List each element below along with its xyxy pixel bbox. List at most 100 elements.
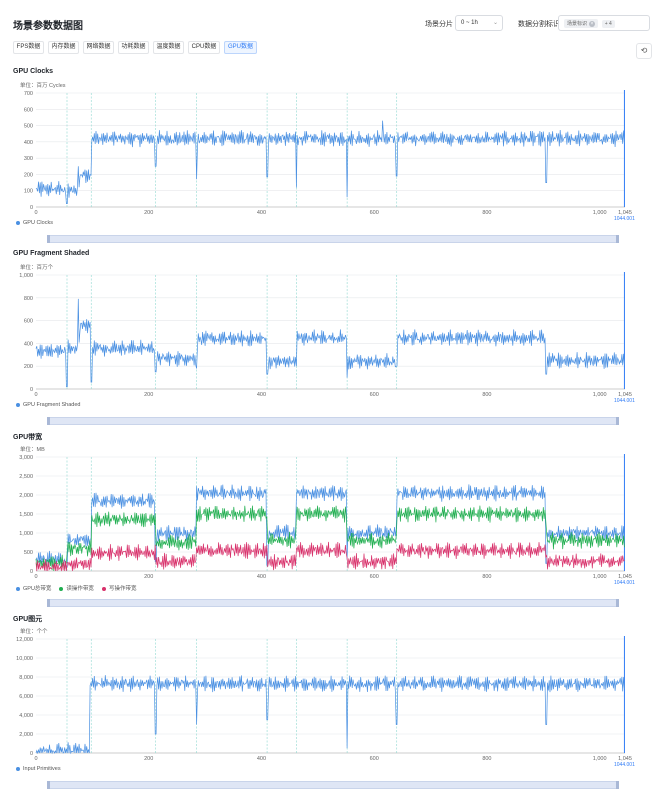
close-icon[interactable]: × (589, 21, 596, 27)
page-title: 场景参数数据图 (13, 21, 83, 32)
end-marker-label: 1044.001 (614, 762, 635, 768)
series-line-1 (35, 298, 625, 388)
y-tick-label: 200 (24, 172, 33, 178)
y-tick-label: 8,000 (19, 675, 33, 681)
zoom-handle-left[interactable] (47, 781, 50, 789)
zoom-handle-right[interactable] (616, 599, 619, 607)
tab-network[interactable]: 网络数据 (83, 41, 114, 54)
legend-item[interactable]: GPU总带宽 (16, 584, 51, 592)
end-marker-label: 1044.001 (614, 398, 635, 404)
legend-item[interactable]: 读操作带宽 (59, 584, 94, 592)
legend-item[interactable]: GPU Fragment Shaded (16, 402, 80, 408)
x-tick-label: 1,000 (593, 392, 607, 398)
x-tick-label: 1,045 (618, 756, 632, 762)
chart-svg[interactable]: 0 500 1,000 1,500 2,000 2,500 3,000 0 200 400 600 8… (0, 428, 660, 593)
x-tick-label: 0 (34, 756, 37, 762)
legend-item[interactable]: GPU Clocks (16, 220, 53, 226)
y-tick-label: 0 (30, 751, 33, 757)
series-line-2 (35, 505, 625, 572)
x-tick-label: 200 (144, 210, 153, 216)
y-tick-label: 800 (24, 296, 33, 302)
y-tick-label: 400 (24, 140, 33, 146)
zoom-handle-left[interactable] (47, 417, 50, 425)
chart-title: GPU图元 (13, 616, 43, 623)
x-tick-label: 200 (144, 756, 153, 762)
scene-select-value: 0 ~ 1h (461, 20, 478, 26)
series-line-1 (35, 120, 625, 205)
chart-unit: 单位：个个 (20, 629, 48, 635)
chart-svg[interactable]: 0 200 400 600 800 1,000 0 200 400 600 800 1,000 1,04… (0, 246, 660, 411)
y-tick-label: 700 (24, 91, 33, 97)
legend-item[interactable]: 写操作带宽 (101, 584, 137, 592)
legend-item[interactable]: Input Primitives (16, 766, 61, 772)
y-tick-label: 600 (24, 319, 33, 325)
y-tick-label: 500 (24, 550, 33, 556)
chart-svg[interactable]: 0 2,000 4,000 6,000 8,000 10,000 12,000 0 200 400… (0, 610, 660, 775)
tab-cpu[interactable]: CPU数据 (188, 41, 220, 54)
legend-dot-icon (16, 402, 20, 407)
x-tick-label: 400 (257, 392, 266, 398)
x-tick-label: 200 (144, 392, 153, 398)
chart-legend: GPU Fragment Shaded (16, 402, 88, 408)
end-marker-label: 1044.001 (614, 216, 635, 222)
legend-dot-icon (101, 586, 106, 591)
x-tick-label: 200 (144, 574, 153, 580)
y-tick-label: 2,000 (19, 493, 33, 499)
zoom-handle-right[interactable] (616, 417, 619, 425)
chevron-down-icon: ⌄ (492, 20, 498, 26)
series-line-3 (35, 541, 625, 572)
x-tick-label: 800 (482, 756, 491, 762)
zoom-slider[interactable] (47, 235, 619, 243)
scene-select[interactable]: 0 ~ 1h ⌄ (455, 15, 503, 31)
zoom-handle-left[interactable] (47, 599, 50, 607)
tab-gpu[interactable]: GPU数据 (224, 41, 257, 54)
y-tick-label: 0 (30, 205, 33, 211)
y-tick-label: 1,000 (19, 531, 33, 537)
legend-dot-icon (59, 586, 64, 591)
legend-label: GPU Fragment Shaded (23, 402, 81, 408)
tab-fps[interactable]: FPS数据 (13, 41, 44, 54)
scene-filter-label: 场景分片 (425, 21, 453, 28)
zoom-handle-right[interactable] (616, 235, 619, 243)
split-select[interactable]: 场景标识 × + 4 (558, 15, 650, 31)
y-tick-label: 500 (24, 124, 33, 130)
y-tick-label: 2,500 (19, 474, 33, 480)
zoom-slider[interactable] (47, 781, 619, 789)
x-tick-label: 400 (257, 210, 266, 216)
x-tick-label: 400 (257, 756, 266, 762)
legend-label: 读操作带宽 (66, 586, 94, 592)
tab-temperature[interactable]: 温度数据 (153, 41, 184, 54)
x-tick-label: 800 (482, 210, 491, 216)
series-line-1 (35, 675, 625, 755)
y-tick-label: 2,000 (19, 732, 33, 738)
y-tick-label: 100 (24, 189, 33, 195)
chart-svg[interactable]: 0 100 200 300 400 500 600 700 0 200 400 600 800 1,000… (0, 64, 660, 229)
header: 场景参数数据图 场景分片 0 ~ 1h ⌄ 数据分割标识 场景标识 × + 4 (0, 0, 660, 44)
chart-gpu-clocks: GPU Clocks 单位：百万 Cycles 0 100 200 300 400 500… (0, 64, 660, 244)
legend-label: 写操作带宽 (108, 586, 137, 592)
refresh-button[interactable]: ⟲ (636, 43, 652, 59)
end-marker-label: 1044.001 (614, 580, 635, 586)
tab-power[interactable]: 功耗数据 (118, 41, 149, 54)
y-tick-label: 600 (24, 107, 33, 113)
series-line-1 (35, 484, 625, 568)
tab-memory[interactable]: 内存数据 (48, 41, 79, 54)
chart-unit: 单位：百万个 (20, 265, 54, 271)
chart-gpu-bandwidth: GPU带宽 单位：MB 0 500 1,000 1,500 2,000 2,500 3,00… (0, 428, 660, 610)
x-tick-label: 0 (34, 210, 37, 216)
chart-gpu-primitives: GPU图元 单位：个个 0 2,000 4,000 6,000 8,000 10,000 1… (0, 610, 660, 798)
chart-title: GPU带宽 (13, 434, 43, 441)
zoom-slider[interactable] (47, 417, 619, 425)
y-tick-label: 0 (30, 387, 33, 393)
x-tick-label: 1,045 (618, 392, 632, 398)
zoom-handle-right[interactable] (616, 781, 619, 789)
y-tick-label: 300 (24, 156, 33, 162)
x-tick-label: 800 (482, 574, 491, 580)
zoom-handle-left[interactable] (47, 235, 50, 243)
y-tick-label: 10,000 (16, 656, 33, 662)
chart-legend: GPU Clocks (16, 220, 61, 226)
x-tick-label: 1,045 (618, 574, 632, 580)
chart-legend: GPU总带宽 读操作带宽 写操作带宽 (16, 584, 144, 592)
zoom-slider[interactable] (47, 599, 619, 607)
x-tick-label: 1,000 (593, 574, 607, 580)
